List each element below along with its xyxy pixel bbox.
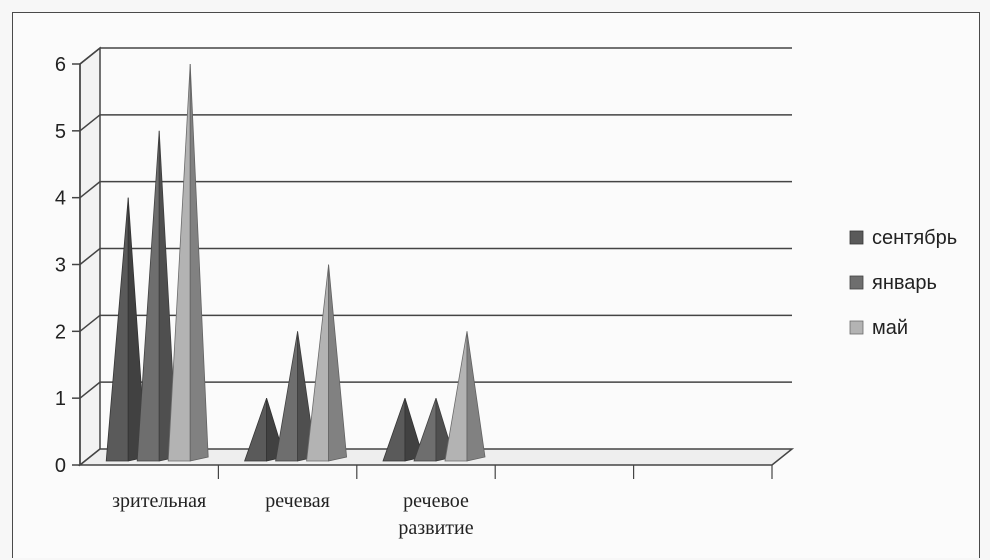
y-tick-label: 4	[55, 188, 66, 210]
y-tick-label: 5	[55, 121, 66, 143]
pyramid-bar	[306, 264, 348, 462]
legend-label: май	[872, 317, 908, 339]
chart-frame	[12, 12, 980, 558]
pyramid-face-front	[444, 331, 468, 462]
gridline	[79, 114, 792, 132]
pyramid-bar	[167, 63, 209, 462]
pyramid-bar	[105, 197, 147, 462]
gridline	[79, 47, 792, 65]
gridline	[79, 314, 792, 332]
pyramid-face-side	[328, 264, 348, 462]
pyramid-face-front	[306, 264, 330, 462]
pyramid-face-front	[136, 130, 160, 462]
pyramid-face-front	[105, 197, 129, 462]
pyramid-face-front	[275, 331, 299, 462]
pyramid-face-side	[404, 398, 424, 462]
y-tick-label: 0	[55, 455, 66, 477]
x-tick-label: речевое	[403, 490, 469, 512]
pyramid-face-front	[413, 398, 437, 462]
legend-label: январь	[872, 272, 937, 294]
y-tick-label: 1	[55, 388, 66, 410]
y-tick-label: 2	[55, 321, 66, 343]
pyramid-face-front	[382, 398, 406, 462]
x-tick-label: развитие	[398, 517, 473, 539]
x-tick-label: зрительная	[112, 490, 206, 512]
legend: сентябрь январь май	[849, 227, 957, 339]
legend-item: январь	[849, 272, 937, 294]
pyramid-bar	[382, 398, 424, 462]
labels-layer: 0 1 2 3 4 5 6 зрительная речевая речевое развитие	[55, 54, 474, 539]
legend-swatch	[849, 230, 864, 245]
pyramid-bar	[444, 331, 486, 462]
pyramid-face-front	[244, 398, 268, 462]
marks-layer	[105, 63, 486, 462]
legend-item: май	[849, 317, 908, 339]
x-tick-label: речевая	[265, 490, 330, 512]
gridline	[79, 381, 792, 399]
gridline	[79, 247, 792, 266]
y-tick-label: 6	[55, 54, 66, 76]
legend-item: сентябрь	[849, 227, 957, 249]
pyramid-face-side	[466, 331, 486, 462]
legend-swatch	[849, 320, 864, 335]
pyramid-face-side	[189, 63, 209, 462]
legend-swatch	[849, 275, 864, 290]
pyramid-face-front	[167, 63, 191, 462]
y-tick-label: 3	[55, 255, 66, 277]
legend-label: сентябрь	[872, 227, 957, 249]
grid-layer	[72, 46, 795, 479]
gridline	[79, 180, 792, 199]
